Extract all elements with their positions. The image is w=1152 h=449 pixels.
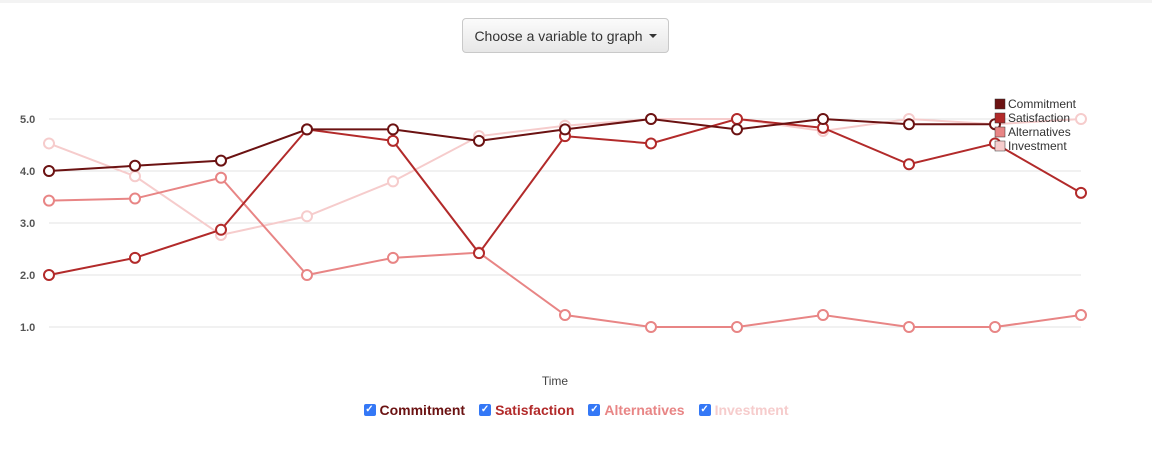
data-point[interactable]: [387, 251, 399, 264]
data-point[interactable]: [473, 247, 485, 260]
toggle-alternatives[interactable]: ✓ Alternatives: [588, 402, 685, 418]
y-axis-ticks: 1.0 2.0 3.0 4.0 5.0: [20, 114, 35, 334]
data-point[interactable]: [645, 137, 657, 150]
series-line: [48, 117, 1082, 276]
data-point[interactable]: [731, 123, 743, 136]
y-tick-label: 3.0: [20, 218, 35, 230]
y-tick-label: 1.0: [20, 322, 35, 334]
data-point[interactable]: [129, 251, 141, 264]
legend-label: Alternatives: [1008, 125, 1071, 139]
data-point[interactable]: [301, 123, 313, 136]
data-point[interactable]: [989, 321, 1001, 333]
data-point[interactable]: [129, 192, 141, 205]
data-point[interactable]: [1075, 309, 1087, 322]
data-point[interactable]: [559, 309, 571, 322]
data-point[interactable]: [215, 154, 227, 167]
data-point[interactable]: [301, 210, 313, 223]
chart-legend: CommitmentSatisfactionAlternativesInvest…: [994, 97, 1077, 153]
data-point[interactable]: [43, 269, 55, 281]
data-point[interactable]: [731, 321, 743, 333]
legend-swatch: [994, 126, 1006, 138]
data-point[interactable]: [817, 113, 829, 125]
data-point[interactable]: [731, 113, 743, 125]
data-point[interactable]: [301, 269, 313, 281]
toggle-label: Investment: [714, 402, 789, 418]
data-point[interactable]: [559, 123, 571, 136]
data-point[interactable]: [43, 165, 55, 177]
data-point[interactable]: [387, 134, 399, 147]
series-satisfaction: [43, 113, 1087, 281]
y-tick-label: 5.0: [20, 114, 35, 126]
legend-swatch: [994, 98, 1006, 110]
checkbox-icon[interactable]: ✓: [698, 404, 711, 416]
data-point[interactable]: [645, 113, 657, 125]
data-point[interactable]: [473, 134, 485, 147]
data-point[interactable]: [387, 175, 399, 188]
series-alternatives: [43, 171, 1087, 333]
data-point[interactable]: [129, 170, 141, 183]
toggle-label: Alternatives: [604, 402, 685, 418]
data-point[interactable]: [43, 137, 55, 150]
data-point[interactable]: [387, 123, 399, 136]
toggle-commitment[interactable]: ✓ Commitment: [363, 402, 466, 418]
line-chart: 1.0 2.0 3.0 4.0 5.0 CommitmentSatisfactionAl…: [20, 97, 1087, 388]
data-point[interactable]: [903, 158, 915, 171]
data-point[interactable]: [215, 171, 227, 184]
series-lines: [43, 113, 1087, 333]
legend-swatch: [994, 112, 1006, 124]
checkbox-icon[interactable]: ✓: [479, 404, 492, 416]
data-point[interactable]: [1075, 113, 1087, 125]
legend-label: Commitment: [1008, 97, 1077, 111]
series-line: [48, 117, 995, 172]
legend-swatch: [994, 140, 1006, 152]
series-line: [48, 176, 1082, 328]
data-point[interactable]: [817, 309, 829, 322]
y-tick-label: 2.0: [20, 270, 35, 282]
legend-label: Investment: [1008, 139, 1067, 153]
top-border: [0, 0, 1152, 3]
data-point[interactable]: [645, 321, 657, 333]
x-axis-label: Time: [542, 374, 569, 388]
legend-label: Satisfaction: [1008, 111, 1070, 125]
dropdown-label: Choose a variable to graph: [474, 27, 643, 44]
data-point[interactable]: [903, 118, 915, 131]
toggle-label: Satisfaction: [495, 402, 575, 418]
series-toggle-legend: ✓ Commitment ✓ Satisfaction ✓ Alternatives ✓ In…: [0, 402, 1152, 418]
caret-down-icon: [648, 33, 657, 38]
data-point[interactable]: [43, 194, 55, 207]
toggle-satisfaction[interactable]: ✓ Satisfaction: [479, 402, 574, 418]
toggle-label: Commitment: [379, 402, 466, 418]
data-point[interactable]: [903, 321, 915, 333]
y-tick-label: 4.0: [20, 166, 35, 178]
checkbox-icon[interactable]: ✓: [363, 404, 376, 416]
data-point[interactable]: [1075, 186, 1087, 199]
data-point[interactable]: [129, 159, 141, 172]
checkbox-icon[interactable]: ✓: [588, 404, 601, 416]
series-commitment: [43, 113, 1001, 177]
data-point[interactable]: [215, 223, 227, 236]
choose-variable-dropdown[interactable]: Choose a variable to graph: [462, 18, 669, 53]
toggle-investment[interactable]: ✓ Investment: [698, 402, 789, 418]
